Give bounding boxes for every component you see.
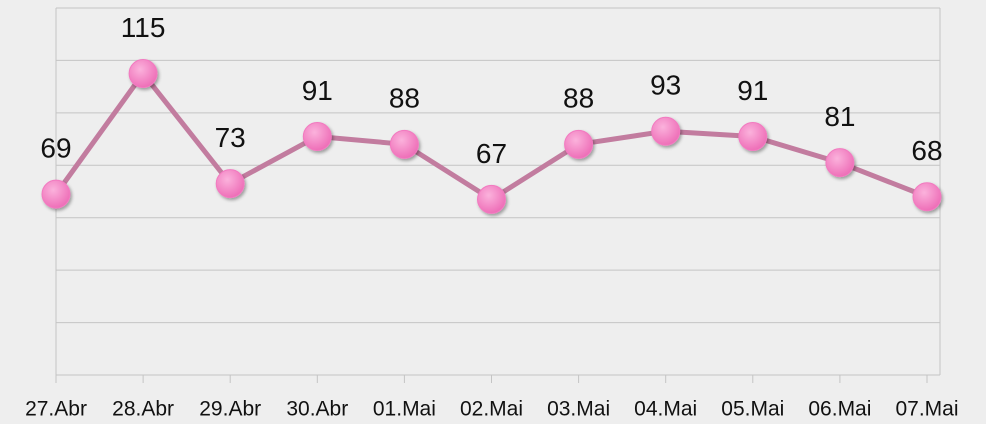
- series-line: [53, 71, 928, 202]
- x-tick-label: 03.Mai: [547, 398, 610, 421]
- x-tick-label: 29.Abr: [199, 398, 261, 421]
- data-label: 88: [563, 83, 594, 114]
- marker: [41, 179, 71, 209]
- data-label: 68: [911, 135, 942, 166]
- marker: [477, 184, 506, 214]
- x-tick-label: 01.Mai: [373, 398, 436, 421]
- data-label: 91: [737, 75, 768, 106]
- data-label: 81: [824, 101, 855, 132]
- marker: [564, 129, 594, 159]
- marker: [389, 129, 419, 159]
- x-tick-label: 07.Mai: [895, 398, 958, 421]
- data-label: 93: [650, 70, 681, 101]
- x-tick-label: 06.Mai: [808, 398, 871, 421]
- marker: [738, 121, 768, 151]
- x-tick-label: 30.Abr: [286, 398, 348, 421]
- x-tick-label: 05.Mai: [721, 398, 784, 421]
- marker: [651, 116, 681, 146]
- data-label: 69: [40, 133, 71, 164]
- data-label: 115: [121, 12, 166, 43]
- x-tick-label: 27.Abr: [25, 398, 87, 421]
- data-label: 73: [215, 122, 246, 153]
- marker: [128, 59, 158, 89]
- marker: [302, 121, 332, 151]
- data-label: 67: [476, 138, 507, 169]
- x-tick-label: 04.Mai: [634, 398, 697, 421]
- data-label: 91: [302, 75, 333, 106]
- marker: [825, 148, 855, 178]
- marker: [912, 182, 942, 212]
- x-tick-label: 28.Abr: [112, 398, 174, 421]
- x-tick-label: 02.Mai: [460, 398, 523, 421]
- data-label: 88: [389, 83, 420, 114]
- marker: [215, 169, 245, 199]
